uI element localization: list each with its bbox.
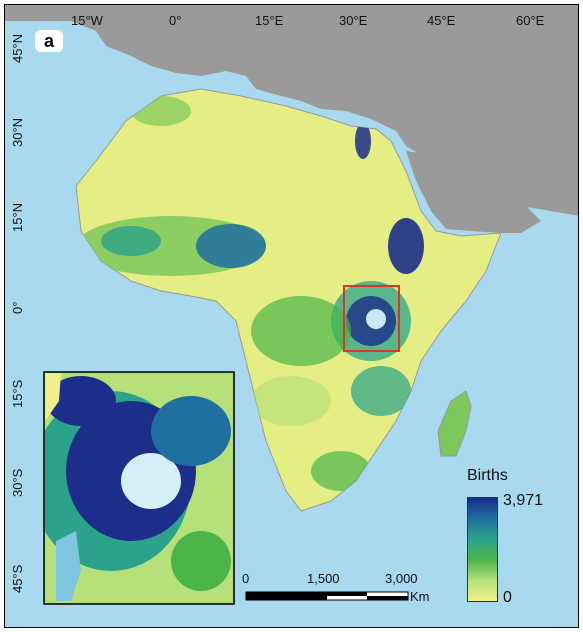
map-svg: 15°W 0° 15°E 30°E 45°E 60°E 45°N 30°N 15… [5, 5, 578, 605]
scale-unit: Km [410, 589, 430, 604]
scale-bar [245, 591, 409, 601]
lat-tick: 30°S [10, 468, 25, 497]
lat-tick: 45°N [10, 34, 25, 63]
focus-region-box [343, 285, 400, 352]
lon-tick: 0° [169, 13, 181, 28]
inset-map [43, 371, 235, 605]
lat-tick: 45°S [10, 564, 25, 593]
lat-tick-labels: 45°N 30°N 15°N 0° 15°S 30°S 45°S [10, 34, 25, 593]
lon-tick: 15°W [71, 13, 104, 28]
legend-color-ramp [467, 497, 498, 602]
lat-tick: 15°N [10, 203, 25, 232]
lon-tick-labels: 15°W 0° 15°E 30°E 45°E 60°E [71, 13, 545, 28]
legend-title: Births [467, 467, 508, 484]
map-frame: 15°W 0° 15°E 30°E 45°E 60°E 45°N 30°N 15… [4, 4, 579, 628]
lon-tick: 60°E [516, 13, 545, 28]
madagascar [437, 390, 472, 457]
lon-tick: 15°E [255, 13, 284, 28]
lat-tick: 0° [10, 302, 25, 314]
other-landmass [5, 5, 578, 233]
panel-label: a [35, 30, 63, 52]
legend-min-label: 0 [503, 589, 512, 606]
legend-max-label: 3,971 [503, 492, 544, 509]
scale-label-3000: 3,000 [385, 571, 418, 586]
scale-label-1500: 1,500 [307, 571, 340, 586]
lon-tick: 30°E [339, 13, 368, 28]
lat-tick: 15°S [10, 379, 25, 408]
scale-label-0: 0 [242, 571, 250, 586]
lat-tick: 30°N [10, 118, 25, 147]
density-layer [76, 96, 424, 491]
lon-tick: 45°E [427, 13, 456, 28]
